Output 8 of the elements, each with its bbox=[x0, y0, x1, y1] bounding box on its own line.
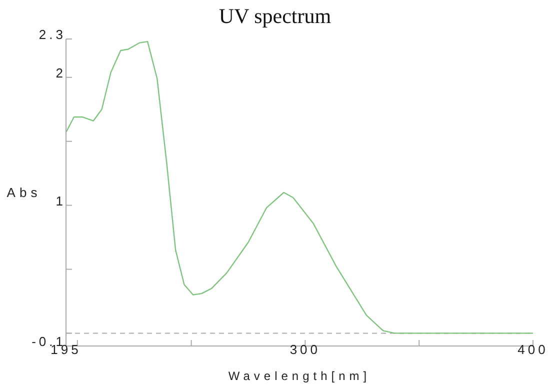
x-tick-label: 400 bbox=[518, 342, 548, 357]
y-tick-label: 1 bbox=[56, 193, 66, 208]
y-tick-label: 2.3 bbox=[38, 27, 66, 42]
x-tick-label: 300 bbox=[290, 342, 321, 357]
chart-title: UV spectrum bbox=[218, 4, 332, 28]
y-tick-label: 2 bbox=[56, 65, 66, 80]
y-axis-title: Abs bbox=[6, 185, 42, 200]
x-axis-title: Wavelength[nm] bbox=[228, 369, 371, 383]
